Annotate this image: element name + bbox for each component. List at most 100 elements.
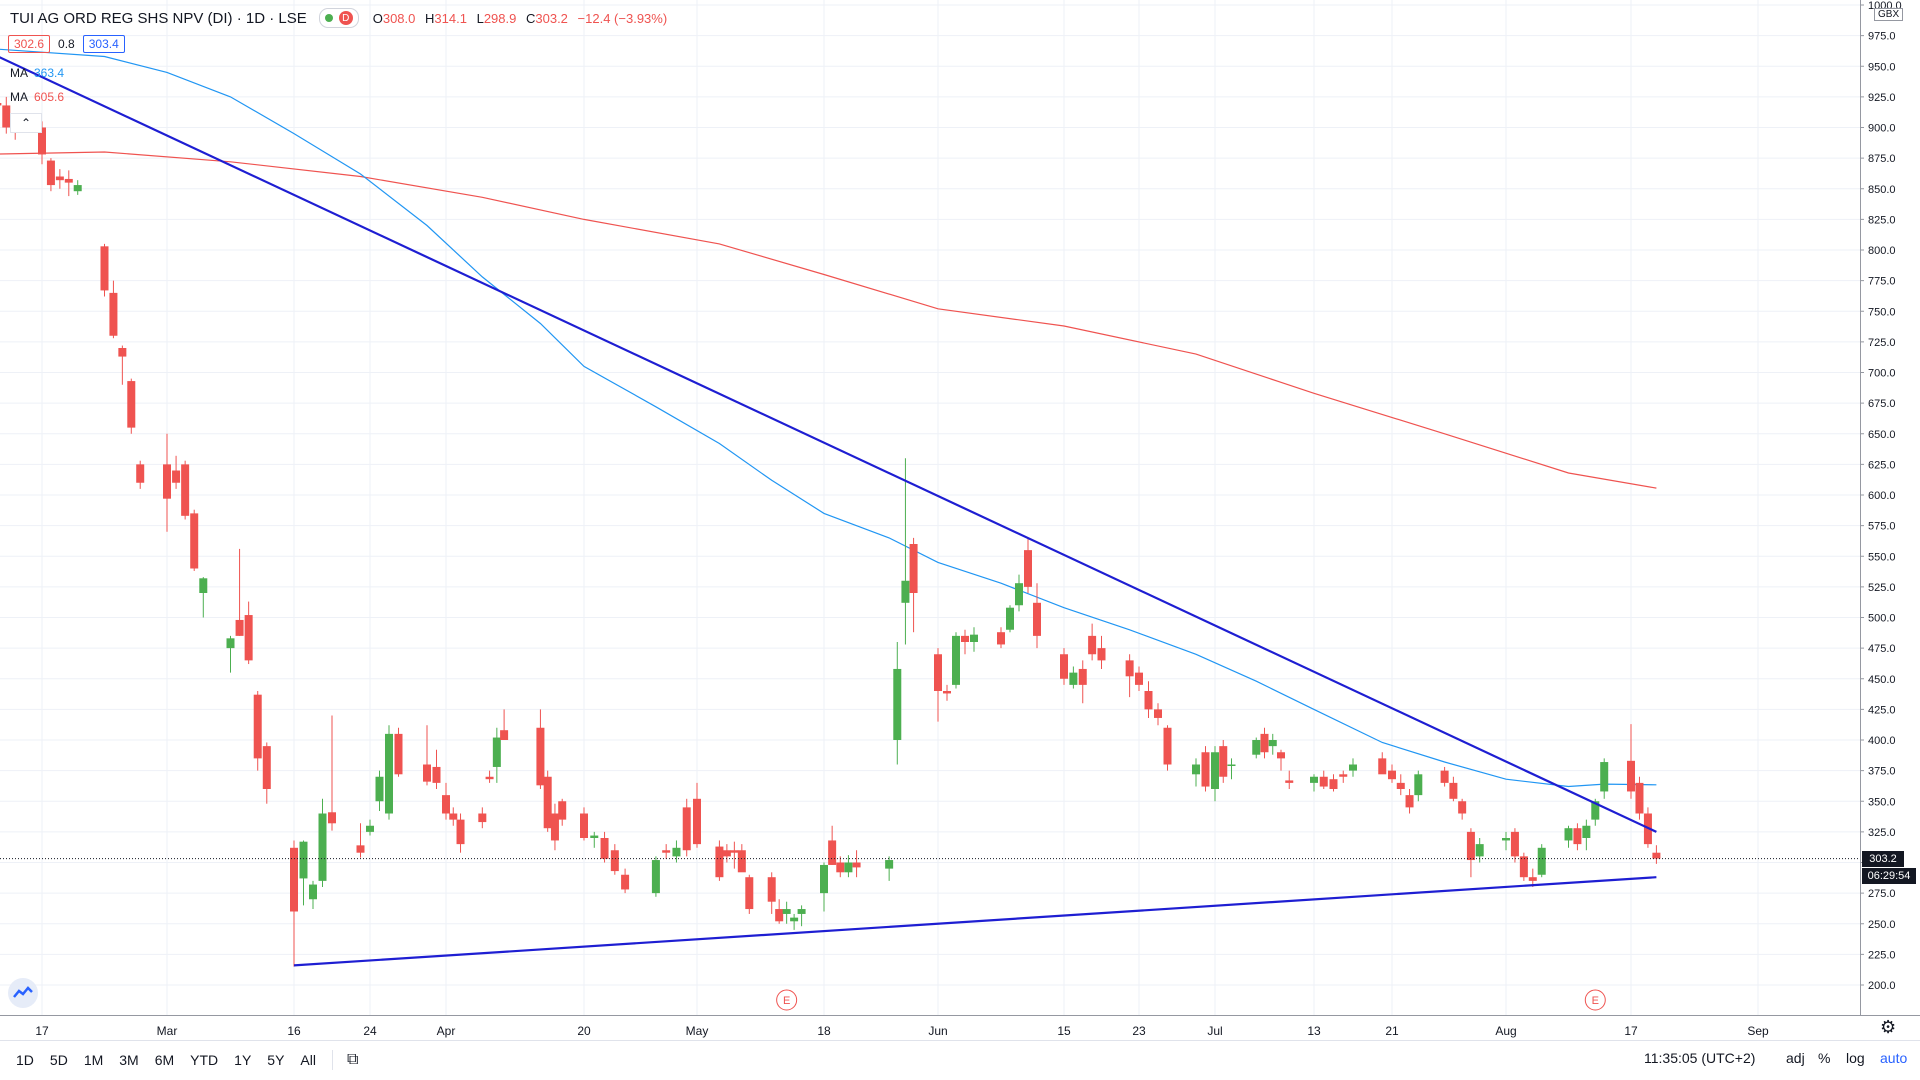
candle-body bbox=[1268, 740, 1277, 747]
trendline bbox=[0, 56, 1657, 833]
auto-scale-toggle[interactable]: auto bbox=[1880, 1050, 1908, 1066]
candle-body bbox=[1163, 727, 1172, 765]
settings-gear-icon[interactable]: ⚙ bbox=[1880, 1017, 1897, 1037]
x-tick-label: Jul bbox=[1207, 1024, 1222, 1038]
candle-body bbox=[1252, 740, 1261, 755]
candle-body bbox=[909, 544, 918, 593]
candle-body bbox=[478, 813, 487, 823]
candle-body bbox=[1635, 782, 1644, 814]
x-tick-label: 24 bbox=[363, 1024, 377, 1038]
currency-badge[interactable]: GBX bbox=[1874, 8, 1904, 21]
timeframe-1d[interactable]: 1D bbox=[16, 1052, 34, 1068]
bid-ask-panel: 302.6 0.8 303.4 bbox=[8, 35, 125, 53]
clock-timezone[interactable]: 11:35:05 (UTC+2) bbox=[1644, 1050, 1756, 1066]
candle-body bbox=[1154, 709, 1162, 718]
indicator-ma-1[interactable]: MA 363.4 bbox=[10, 66, 65, 80]
candle-body bbox=[318, 813, 327, 881]
timeframe-6m[interactable]: 6M bbox=[154, 1052, 175, 1068]
timeframe-5d[interactable]: 5D bbox=[49, 1052, 68, 1068]
candle-body bbox=[693, 798, 701, 845]
candle-body bbox=[828, 840, 837, 865]
trendline bbox=[293, 876, 1657, 967]
x-tick-label: 16 bbox=[287, 1024, 301, 1038]
spread-value: 0.8 bbox=[58, 37, 75, 51]
candle-body bbox=[1097, 648, 1106, 661]
timeframe-5y[interactable]: 5Y bbox=[267, 1052, 285, 1068]
candle-body bbox=[901, 580, 910, 603]
market-status[interactable]: D bbox=[318, 8, 359, 28]
symbol-title[interactable]: TUI AG ORD REG SHS NPV (DI) · 1D · LSE bbox=[10, 9, 307, 27]
time-axis[interactable]: 17 Mar 16 24 Apr 20 May 18 Jun 15 23 Jul 13 21 Aug 17 Se… bbox=[0, 1015, 1920, 1041]
status-dot-icon bbox=[324, 14, 333, 22]
timeframe-3m[interactable]: 3M bbox=[119, 1052, 139, 1068]
y-tick-label: 500.0 bbox=[1868, 613, 1896, 625]
candle-body bbox=[943, 691, 951, 694]
candle-body bbox=[1458, 801, 1467, 814]
y-tick-label: 225.0 bbox=[1868, 949, 1896, 961]
candle-body bbox=[356, 845, 365, 853]
candle-body bbox=[500, 730, 509, 740]
timeframe-1m[interactable]: 1M bbox=[83, 1052, 104, 1068]
y-tick-label: 250.0 bbox=[1868, 919, 1896, 931]
candle-body bbox=[1627, 760, 1635, 792]
candle-body bbox=[456, 819, 465, 845]
x-tick-label: 15 bbox=[1057, 1024, 1071, 1038]
price-axis[interactable]: 200.0225.0250.0275.0300.0325.0350.0375.0… bbox=[1860, 0, 1902, 1015]
earnings-marker-label: E bbox=[783, 995, 790, 1007]
x-tick-label: 23 bbox=[1132, 1024, 1146, 1038]
y-tick-label: 350.0 bbox=[1868, 796, 1896, 808]
collapse-indicators-button[interactable]: ⌃ bbox=[10, 113, 42, 133]
candle-body bbox=[1388, 770, 1396, 780]
candle-body bbox=[1378, 758, 1387, 775]
candle-body bbox=[127, 381, 136, 428]
candle-body bbox=[290, 847, 298, 912]
candle-body bbox=[1310, 776, 1318, 783]
candle-body bbox=[1475, 844, 1484, 857]
date-range-icon[interactable]: ⧉ bbox=[346, 1051, 359, 1068]
logo-icon bbox=[13, 986, 33, 998]
candle-body bbox=[253, 694, 262, 759]
timeframe-1y[interactable]: 1Y bbox=[234, 1052, 252, 1068]
ask-button[interactable]: 303.4 bbox=[82, 35, 125, 53]
toolbar-divider bbox=[331, 1050, 333, 1070]
x-tick-label: Aug bbox=[1495, 1024, 1516, 1038]
y-tick-label: 550.0 bbox=[1868, 551, 1896, 563]
candle-body bbox=[64, 178, 73, 183]
chart-header: TUI AG ORD REG SHS NPV (DI) · 1D · LSE D… bbox=[10, 8, 667, 28]
timeframe-ytd[interactable]: YTD bbox=[190, 1052, 219, 1068]
candle-body bbox=[309, 884, 317, 900]
x-tick-label: Mar bbox=[157, 1024, 178, 1038]
y-tick-label: 875.0 bbox=[1868, 153, 1896, 165]
candle-body bbox=[893, 668, 902, 740]
candle-body bbox=[1006, 607, 1014, 630]
candle-body bbox=[961, 635, 969, 642]
candle-body bbox=[775, 909, 784, 922]
candle-body bbox=[46, 160, 55, 186]
earnings-marker-label: E bbox=[1592, 995, 1599, 1007]
candle-body bbox=[1564, 828, 1573, 841]
bar-countdown-label: 06:29:54 bbox=[1862, 867, 1916, 884]
candle-body bbox=[1652, 852, 1661, 859]
tradingview-logo-button[interactable] bbox=[8, 978, 38, 1008]
y-tick-label: 975.0 bbox=[1868, 31, 1896, 43]
bid-button[interactable]: 302.6 bbox=[8, 35, 51, 53]
candle-body bbox=[1396, 782, 1405, 789]
candle-body bbox=[423, 764, 431, 782]
indicator-ma-2[interactable]: MA 605.6 bbox=[10, 90, 65, 104]
y-tick-label: 725.0 bbox=[1868, 337, 1896, 349]
y-tick-label: 900.0 bbox=[1868, 123, 1896, 135]
adj-toggle[interactable]: adj bbox=[1786, 1050, 1805, 1066]
candle-body bbox=[38, 127, 46, 155]
candle-body bbox=[328, 812, 336, 824]
percent-toggle[interactable]: % bbox=[1818, 1050, 1831, 1066]
candle-body bbox=[244, 615, 253, 661]
timeframe-all[interactable]: All bbox=[300, 1052, 316, 1068]
log-toggle[interactable]: log bbox=[1846, 1050, 1865, 1066]
candle-body bbox=[385, 733, 393, 814]
candle-body bbox=[100, 246, 109, 291]
x-tick-label: Apr bbox=[437, 1024, 456, 1038]
y-tick-label: 700.0 bbox=[1868, 368, 1896, 380]
delay-badge: D bbox=[338, 11, 353, 25]
candle-body bbox=[662, 850, 671, 853]
